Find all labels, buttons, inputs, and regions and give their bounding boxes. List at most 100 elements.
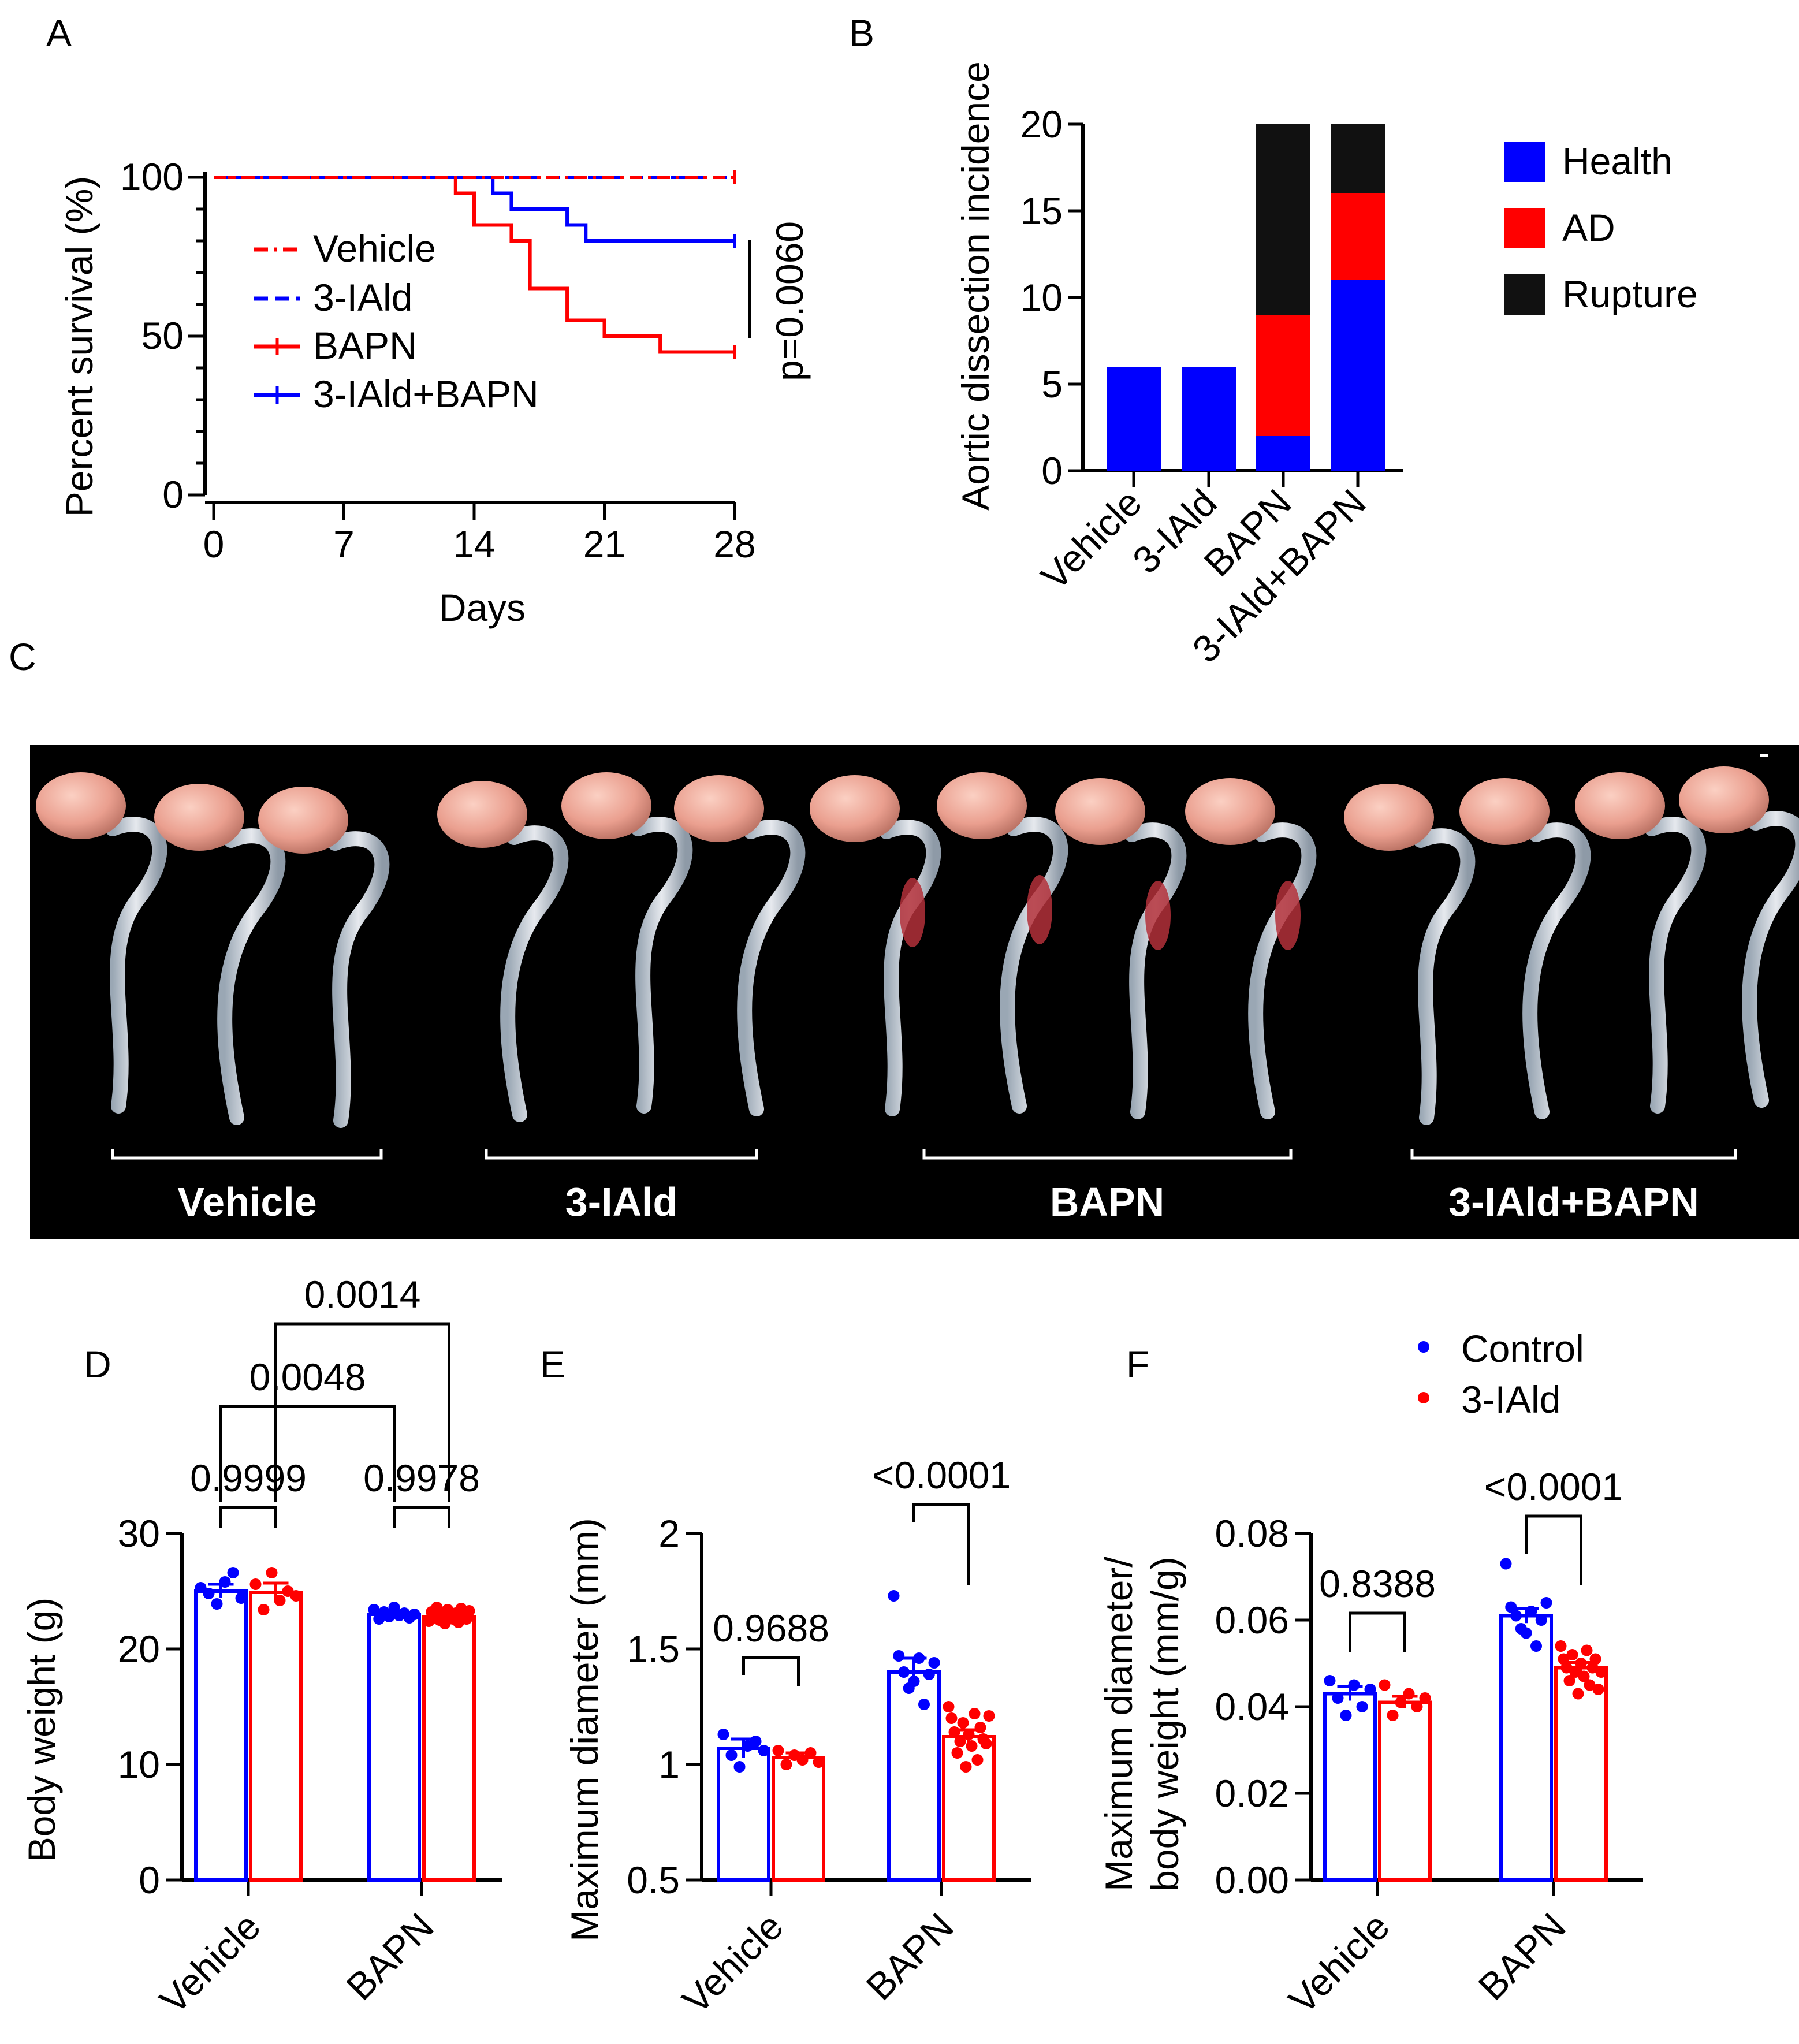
x-tick-label-bapn: BAPN [858,1905,961,2008]
group-label-vehicle: Vehicle [177,1179,316,1224]
bar-vehicle-3-iald [249,1591,303,1882]
panel-letter-e: E [540,1343,565,1386]
data-point [893,1650,905,1662]
bar-bapn-rupture [1256,124,1310,315]
legend-dot-3-iald [1418,1392,1429,1403]
heart [561,772,651,839]
data-point [258,1604,270,1615]
heart [154,784,244,851]
specimen-bapn-8 [937,772,1068,1114]
comparison-label-0-9978: 0.9978 [363,1457,480,1499]
bracket-vehicle [111,1149,383,1160]
panel-letter-c: C [9,635,36,678]
data-point [780,1759,792,1770]
hematoma [1027,875,1052,944]
data-point [1340,1710,1352,1721]
x-tick-label-vehicle: Vehicle [1280,1905,1398,2022]
heart [1459,778,1550,845]
heart [437,781,527,848]
comparison-bracket [1349,1611,1406,1652]
survival-axes: 0 50 100 0 7 14 21 28 [120,155,756,565]
y-tick-label-0-5: 0.5 [627,1859,680,1901]
survival-x-axis-label: Days [439,586,526,629]
aorta [737,820,806,1116]
panel-letter-d: D [84,1343,111,1386]
data-point [1572,1688,1584,1700]
bar-3-iald-bapn-health [1331,280,1385,471]
specimen-vehicle-3 [258,787,390,1128]
data-point [1505,1601,1517,1613]
data-point [1592,1684,1604,1695]
data-point [918,1699,930,1710]
diameter-per-weight-y-axis-label-line-1: Maximum diameter/ [1097,1557,1140,1892]
specimen-3-iald-bapn-13 [1575,772,1707,1114]
y-tick-label-0-08: 0.08 [1215,1512,1289,1555]
data-point [796,1754,809,1766]
p-value-bracket: p=0.0060 [748,221,811,381]
survival-curve-3-iald-bapn [214,176,735,243]
comparison-label-0-9999: 0.9999 [190,1457,307,1499]
aorta-photo: Vehicle 3-IAld BAPN 3-IAld+BAPN [30,745,1799,1239]
data-point [1595,1666,1607,1678]
data-point [913,1652,925,1664]
comparison-label-0-0048: 0.0048 [249,1356,366,1398]
max-diameter-y-axis-label: Maximum diameter (mm) [563,1518,606,1941]
y-tick-label-1-5: 1.5 [627,1628,680,1670]
bar-vehicle-3-iald [1378,1700,1432,1882]
y-tick-label-20: 20 [118,1628,160,1670]
comparison-label-0-0014: 0.0014 [304,1273,421,1316]
legend-swatch-ad [1504,208,1545,248]
y-tick-label-0-04: 0.04 [1215,1685,1289,1728]
heart [1575,772,1665,839]
data-point [1395,1696,1407,1708]
heart [258,787,348,854]
data-point [717,1729,729,1740]
survival-x-tick-label-14: 14 [453,523,495,565]
y-tick-label-10: 10 [118,1743,160,1786]
bar-bapn-3-iald [422,1615,476,1882]
incidence-bars [1107,124,1385,471]
data-point [1332,1692,1344,1704]
body-weight-y-axis-label: Body weight (g) [20,1598,63,1863]
y-tick-label-1: 1 [658,1743,680,1786]
bar-bapn-control [367,1613,421,1882]
data-point [1525,1606,1537,1617]
data-point [750,1736,762,1747]
data-point [923,1669,935,1680]
data-point [758,1745,770,1756]
aorta [1644,817,1707,1114]
data-point [1578,1670,1590,1682]
survival-x-tick-label-21: 21 [583,523,625,565]
data-point [960,1761,972,1773]
specimen-vehicle-1 [36,772,167,1114]
survival-y-tick-label-100: 100 [120,155,184,198]
bar-3-iald-bapn-rupture [1331,124,1385,193]
panel-letter-b: B [849,12,874,54]
data-point [1589,1653,1601,1665]
incidence-y-tick-label-0: 0 [1041,449,1063,492]
data-point [1581,1644,1593,1656]
group-brackets [111,1149,1737,1160]
data-point [203,1588,215,1599]
legend-label-3-iald-bapn: 3-IAld+BAPN [313,373,539,415]
data-point [249,1578,262,1590]
incidence-y-tick-label-10: 10 [1020,276,1063,319]
bar-bapn-control [887,1670,941,1882]
bar-vehicle-3-iald [772,1756,825,1882]
y-tick-label-30: 30 [118,1512,160,1555]
data-point [1584,1679,1596,1691]
x-tick-label-bapn: BAPN [1470,1905,1573,2008]
data-point [1510,1610,1522,1622]
y-tick-label-2: 2 [658,1512,680,1555]
bar-bapn-3-iald [942,1735,996,1882]
heart [1185,778,1275,845]
data-point [943,1701,955,1712]
group-label-3-iald-bapn: 3-IAld+BAPN [1448,1179,1699,1224]
comparison-bracket [393,1506,450,1528]
data-point [733,1761,746,1773]
aorta [327,831,390,1128]
data-point [274,1595,286,1606]
data-point [966,1740,978,1752]
